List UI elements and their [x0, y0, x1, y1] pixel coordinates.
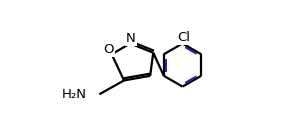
Text: N: N	[126, 32, 136, 45]
Text: O: O	[103, 43, 114, 56]
Text: Cl: Cl	[177, 31, 190, 44]
Text: H₂N: H₂N	[62, 88, 87, 101]
